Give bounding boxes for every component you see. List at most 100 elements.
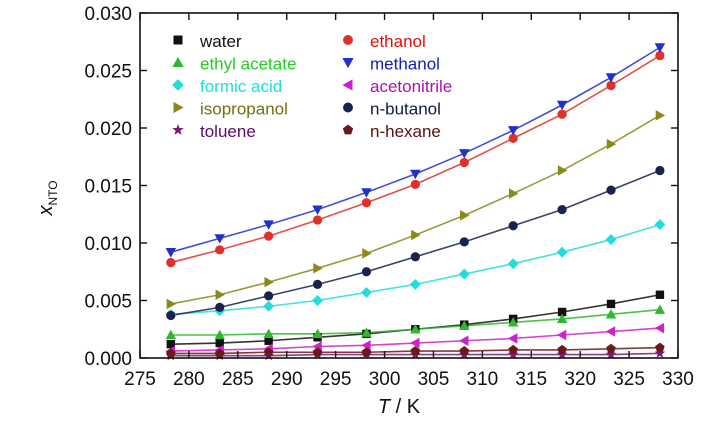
legend-marker-n-hexane bbox=[342, 124, 354, 135]
data-point-formic-acid bbox=[605, 234, 617, 246]
data-point-n-hexane bbox=[361, 347, 372, 357]
x-tick-label: 330 bbox=[662, 369, 694, 390]
x-tick-label: 325 bbox=[613, 369, 645, 390]
data-point-ethanol bbox=[508, 133, 518, 143]
data-point-acetonitrile bbox=[361, 340, 371, 351]
data-point-methanol bbox=[410, 169, 421, 180]
legend-label-n-hexane: n-hexane bbox=[370, 122, 441, 141]
y-tick-label: 0.000 bbox=[84, 349, 132, 370]
y-axis-title: xNTO bbox=[35, 180, 60, 216]
data-point-ethyl-acetate bbox=[556, 313, 568, 324]
legend-label-n-butanol: n-butanol bbox=[370, 100, 441, 119]
y-tick-label: 0.005 bbox=[84, 292, 132, 313]
data-point-formic-acid bbox=[360, 286, 372, 298]
data-point-n-butanol bbox=[215, 302, 225, 313]
legend-marker-formic-acid bbox=[172, 79, 184, 91]
data-point-isopropanol bbox=[264, 276, 274, 288]
data-point-formic-acid bbox=[556, 246, 568, 258]
data-point-isopropanol bbox=[508, 188, 519, 199]
data-point-isopropanol bbox=[215, 289, 225, 300]
data-point-n-hexane bbox=[508, 344, 518, 355]
data-point-water bbox=[166, 340, 176, 349]
y-tick-label: 0.010 bbox=[84, 234, 132, 255]
data-point-ethyl-acetate bbox=[654, 304, 666, 314]
data-point-ethyl-acetate bbox=[459, 320, 470, 330]
data-point-n-butanol bbox=[557, 205, 567, 215]
axis-titles: T / K xNTO bbox=[35, 180, 421, 418]
data-point-n-butanol bbox=[264, 291, 274, 301]
data-point-water bbox=[606, 299, 616, 309]
data-point-ethanol bbox=[606, 80, 616, 91]
x-tick-label: 320 bbox=[564, 369, 596, 390]
legend-marker-water bbox=[173, 35, 183, 45]
data-point-ethyl-acetate bbox=[410, 324, 421, 334]
x-tick-label: 285 bbox=[222, 369, 254, 390]
data-point-formic-acid bbox=[409, 278, 421, 290]
data-point-formic-acid bbox=[263, 300, 275, 312]
data-point-methanol bbox=[263, 220, 274, 230]
data-point-methanol bbox=[507, 126, 519, 136]
data-point-methanol bbox=[165, 248, 177, 258]
data-point-n-hexane bbox=[606, 343, 616, 353]
data-point-methanol bbox=[361, 188, 372, 198]
data-point-acetonitrile bbox=[410, 337, 420, 349]
data-point-isopropanol bbox=[362, 248, 372, 259]
data-point-n-hexane bbox=[312, 347, 323, 357]
legend-label-water: water bbox=[199, 32, 242, 51]
y-tick-label: 0.015 bbox=[84, 177, 132, 198]
data-point-ethyl-acetate bbox=[263, 328, 274, 339]
data-point-formic-acid bbox=[507, 258, 519, 270]
legend-label-toluene: toluene bbox=[200, 122, 256, 141]
data-point-ethanol bbox=[215, 245, 225, 255]
data-point-ethanol bbox=[264, 231, 274, 241]
legend-label-methanol: methanol bbox=[370, 55, 440, 74]
legend-label-formic-acid: formic acid bbox=[200, 77, 282, 96]
data-point-n-hexane bbox=[214, 348, 225, 358]
y-tick-label: 0.030 bbox=[84, 4, 132, 25]
y-tick-label: 0.020 bbox=[84, 119, 132, 140]
data-point-ethanol bbox=[361, 198, 372, 208]
data-point-water bbox=[215, 338, 224, 348]
data-point-formic-acid bbox=[312, 295, 323, 306]
data-point-acetonitrile bbox=[605, 326, 616, 337]
legend-marker-methanol bbox=[342, 58, 354, 69]
legend-label-ethyl-acetate: ethyl acetate bbox=[200, 55, 296, 74]
data-point-water bbox=[264, 336, 273, 345]
data-point-water bbox=[557, 307, 567, 317]
data-point-n-hexane bbox=[166, 348, 176, 358]
legend: water ethyl acetate formic acid isopropanol… bbox=[172, 32, 452, 141]
data-point-toluene bbox=[605, 348, 617, 360]
data-point-n-butanol bbox=[410, 252, 420, 262]
legend-marker-ethyl-acetate bbox=[172, 56, 184, 67]
x-tick-label: 290 bbox=[271, 369, 303, 390]
data-point-acetonitrile bbox=[459, 335, 469, 346]
data-point-n-butanol bbox=[166, 310, 176, 321]
x-tick-label: 300 bbox=[369, 369, 401, 390]
data-point-isopropanol bbox=[460, 210, 470, 221]
legend-marker-acetonitrile bbox=[342, 79, 353, 91]
legend-label-isopropanol: isopropanol bbox=[200, 100, 288, 119]
x-axis-title: T / K bbox=[378, 396, 421, 416]
data-point-toluene bbox=[654, 347, 666, 358]
data-point-methanol bbox=[214, 234, 225, 244]
data-point-ethanol bbox=[410, 179, 420, 189]
data-point-isopropanol bbox=[606, 138, 617, 150]
data-point-methanol bbox=[605, 73, 617, 83]
data-point-n-butanol bbox=[459, 237, 469, 247]
data-point-water bbox=[655, 290, 665, 299]
data-point-ethanol bbox=[655, 50, 665, 61]
series-line-isopropanol bbox=[170, 114, 661, 305]
data-point-ethanol bbox=[166, 257, 176, 268]
x-tick-label: 275 bbox=[124, 369, 156, 390]
data-point-ethanol bbox=[459, 157, 469, 168]
x-tick-label: 295 bbox=[320, 369, 352, 390]
data-point-n-butanol bbox=[606, 185, 616, 195]
tick-labels: 275 280 285 290 295 300 305 310 315 320 325 330 0.00… bbox=[84, 4, 693, 390]
data-point-n-hexane bbox=[263, 347, 274, 357]
data-point-n-hexane bbox=[410, 346, 421, 356]
data-point-ethyl-acetate bbox=[214, 329, 225, 340]
data-point-n-hexane bbox=[655, 342, 665, 352]
data-point-isopropanol bbox=[166, 298, 177, 310]
